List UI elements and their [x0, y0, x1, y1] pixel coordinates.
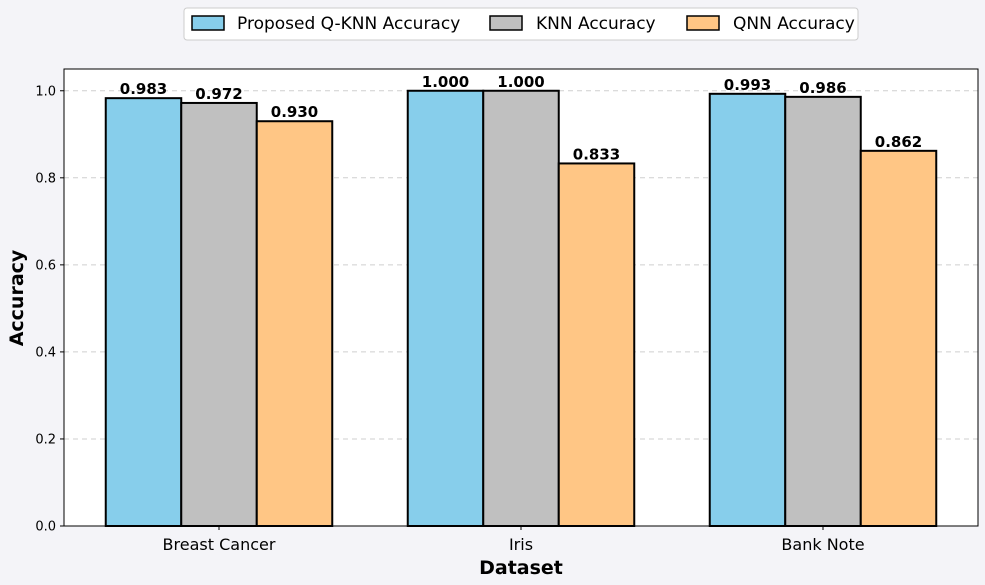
data-label: 0.986 — [799, 79, 846, 97]
legend-swatch-qnn — [686, 15, 720, 31]
y-tick-label: 0.6 — [35, 258, 56, 273]
legend: Proposed Q-KNN Accuracy KNN Accuracy QNN… — [183, 7, 859, 41]
bar — [482, 89, 560, 527]
bar — [557, 162, 636, 528]
y-axis: 0.0 0.2 0.4 0.6 0.8 1.0 — [35, 84, 64, 535]
data-label: 0.993 — [724, 76, 771, 94]
bar — [255, 120, 334, 527]
bars — [104, 89, 938, 528]
data-labels: 0.983 0.972 0.930 1.000 1.000 0.833 0.993 0.986… — [120, 73, 922, 164]
legend-swatch-knn — [489, 15, 523, 31]
data-label: 0.972 — [195, 85, 242, 103]
y-tick-label: 0.4 — [35, 345, 56, 360]
data-label: 1.000 — [497, 73, 544, 91]
x-tick-label: Breast Cancer — [163, 535, 276, 554]
bar — [708, 92, 787, 528]
x-tick-label: Iris — [509, 535, 533, 554]
bar — [104, 97, 183, 527]
bar — [859, 149, 938, 527]
data-label: 0.862 — [875, 133, 922, 151]
x-axis: Breast Cancer Iris Bank Note — [163, 526, 865, 554]
bar — [406, 89, 485, 527]
data-label: 1.000 — [422, 73, 469, 91]
y-tick-label: 0.0 — [35, 520, 56, 535]
bar — [784, 95, 862, 528]
legend-label-knn: KNN Accuracy — [536, 14, 656, 34]
y-tick-label: 0.2 — [35, 432, 56, 447]
legend-label-qnn: QNN Accuracy — [733, 14, 855, 34]
data-label: 0.833 — [573, 145, 620, 163]
y-tick-label: 0.8 — [35, 171, 56, 186]
x-axis-title: Dataset — [479, 557, 563, 579]
data-label: 0.983 — [120, 80, 167, 98]
legend-swatch-qknn — [191, 15, 225, 31]
bar — [180, 101, 258, 527]
x-tick-label: Bank Note — [781, 535, 864, 554]
legend-label-qknn: Proposed Q-KNN Accuracy — [237, 14, 460, 34]
data-label: 0.930 — [271, 103, 318, 121]
y-tick-label: 1.0 — [35, 84, 56, 99]
y-axis-title: Accuracy — [6, 249, 28, 346]
